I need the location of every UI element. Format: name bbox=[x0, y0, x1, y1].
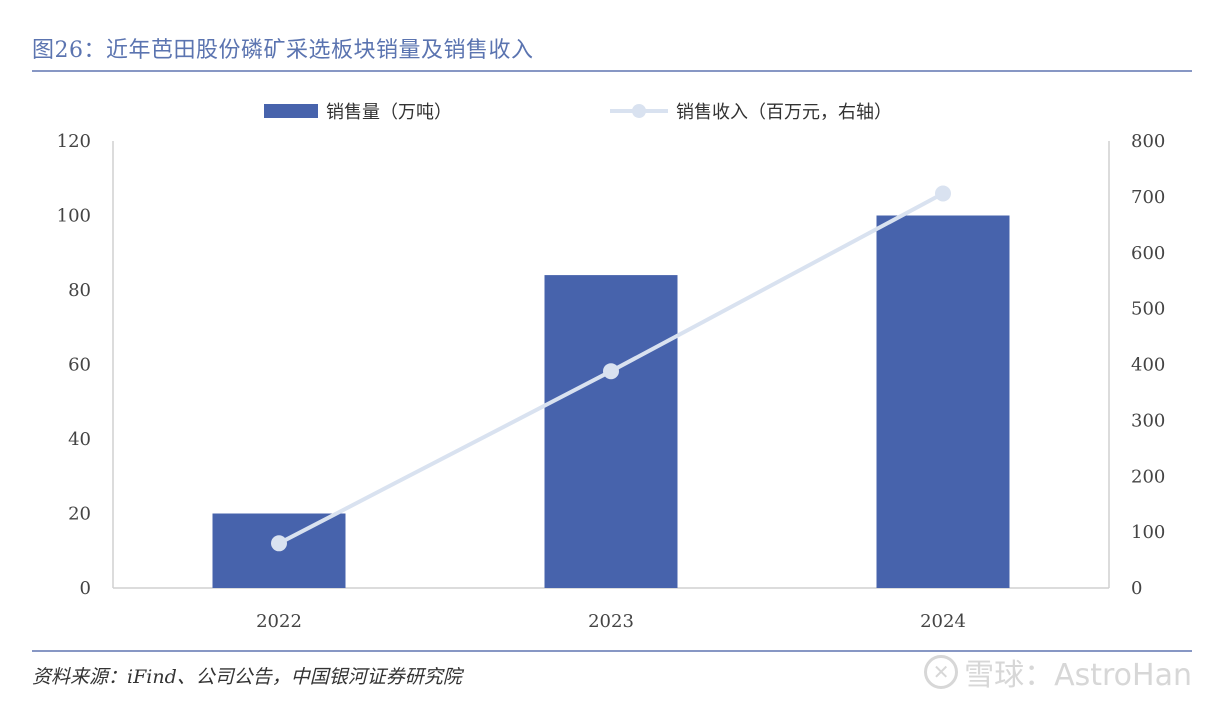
left-axis-tick-label: 80 bbox=[68, 280, 91, 301]
left-axis-tick-label: 0 bbox=[80, 578, 91, 599]
left-axis-tick-label: 60 bbox=[68, 355, 91, 376]
right-axis-tick-label: 800 bbox=[1131, 131, 1165, 152]
right-axis-tick-label: 600 bbox=[1131, 243, 1165, 264]
legend-label-sales-volume: 销售量（万吨） bbox=[326, 102, 452, 123]
right-axis-tick-label: 300 bbox=[1131, 410, 1165, 431]
top-rule bbox=[32, 70, 1192, 72]
x-axis-tick-label: 2024 bbox=[920, 611, 966, 632]
line-point-sales-revenue bbox=[603, 363, 619, 380]
snowball-logo-icon: ✕ bbox=[924, 655, 959, 689]
line-point-sales-revenue bbox=[271, 535, 287, 552]
figure-title: 图26：近年芭田股份磷矿采选板块销量及销售收入 bbox=[32, 38, 534, 63]
bottom-rule bbox=[32, 650, 1192, 652]
right-axis-tick-label: 100 bbox=[1131, 522, 1165, 543]
left-axis-tick-label: 120 bbox=[57, 131, 91, 152]
x-axis-tick-label: 2022 bbox=[256, 611, 302, 632]
right-axis-tick-label: 500 bbox=[1131, 299, 1165, 320]
right-axis-tick-label: 0 bbox=[1131, 578, 1142, 599]
legend-label-sales-revenue: 销售收入（百万元，右轴） bbox=[676, 102, 892, 123]
left-axis-tick-label: 20 bbox=[68, 504, 91, 525]
left-axis-tick-label: 100 bbox=[57, 206, 91, 227]
source-note: 资料来源：iFind、公司公告，中国银河证券研究院 bbox=[32, 666, 462, 688]
watermark: ✕ 雪球：AstroHan bbox=[924, 650, 1192, 694]
x-axis-tick-label: 2023 bbox=[588, 611, 634, 632]
right-axis-tick-label: 400 bbox=[1131, 355, 1165, 376]
legend-swatch-sales-revenue-marker bbox=[632, 104, 646, 118]
left-axis-tick-label: 40 bbox=[68, 429, 91, 450]
bar-sales-volume bbox=[544, 275, 678, 588]
legend-swatch-sales-volume bbox=[264, 104, 318, 118]
watermark-text: 雪球：AstroHan bbox=[964, 658, 1192, 693]
line-point-sales-revenue bbox=[935, 185, 951, 202]
bar-sales-volume bbox=[876, 215, 1010, 588]
right-axis-tick-label: 700 bbox=[1131, 187, 1165, 208]
right-axis-tick-label: 200 bbox=[1131, 466, 1165, 487]
